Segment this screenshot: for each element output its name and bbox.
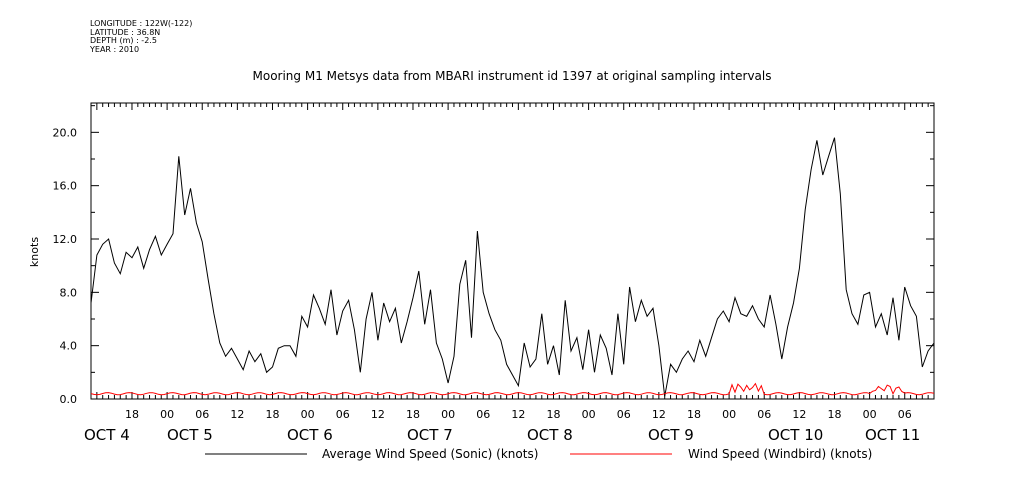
depth-text: DEPTH (m) : -2.5 (90, 36, 157, 46)
series-line-windbird (90, 382, 935, 396)
series-group (90, 137, 935, 397)
x-hour-label: 12 (511, 408, 525, 421)
plot-frame (90, 102, 935, 400)
x-hour-label: 12 (230, 408, 244, 421)
x-day-label: OCT 7 (407, 426, 453, 444)
x-hour-label: 18 (827, 408, 841, 421)
series-line-sonic (90, 137, 935, 397)
y-tick-label: 4.0 (60, 340, 78, 353)
x-hour-label: 12 (792, 408, 806, 421)
x-hour-label: 12 (371, 408, 385, 421)
y-tick-label: 8.0 (60, 286, 78, 299)
x-hour-label: 12 (652, 408, 666, 421)
x-hour-label: 06 (898, 408, 912, 421)
legend-label-sonic: Average Wind Speed (Sonic) (knots) (322, 447, 538, 461)
x-hour-label: 18 (265, 408, 279, 421)
metadata-block: LONGITUDE : 122W(-122) LATITUDE : 36.8N … (90, 19, 193, 54)
y-tick-label: 0.0 (60, 393, 78, 406)
x-hour-label: 18 (406, 408, 420, 421)
x-hour-label: 18 (687, 408, 701, 421)
x-hour-label: 00 (582, 408, 596, 421)
x-hour-label: 00 (863, 408, 877, 421)
y-axis-label: knots (28, 237, 41, 267)
y-axis: 0.0 4.0 8.0 12.0 16.0 20.0 (53, 105, 934, 406)
latitude-text: LATITUDE : 36.8N (90, 27, 161, 37)
x-hour-label: 00 (160, 408, 174, 421)
x-day-label: OCT 4 (84, 426, 130, 444)
x-hour-label: 18 (125, 408, 139, 421)
x-hour-label: 06 (336, 408, 350, 421)
longitude-text: LONGITUDE : 122W(-122) (90, 19, 193, 28)
x-hour-label: 00 (722, 408, 736, 421)
x-hour-label: 00 (301, 408, 315, 421)
x-hour-label: 06 (757, 408, 771, 421)
x-hour-label: 06 (617, 408, 631, 421)
x-axis: 18 00 06 12 18 00 06 12 18 00 06 12 18 00 06 12 18 00 06 12… (84, 103, 935, 444)
chart-title: Mooring M1 Metsys data from MBARI instru… (253, 69, 772, 83)
year-text: YEAR : 2010 (90, 44, 140, 54)
y-tick-label: 20.0 (53, 126, 78, 139)
x-hour-label: 00 (441, 408, 455, 421)
x-day-label: OCT 6 (287, 426, 333, 444)
legend: Average Wind Speed (Sonic) (knots) Wind … (205, 447, 872, 461)
x-day-label: OCT 10 (768, 426, 823, 444)
x-day-label: OCT 9 (648, 426, 694, 444)
y-tick-label: 16.0 (53, 180, 78, 193)
x-hour-label: 18 (546, 408, 560, 421)
x-hour-label: 06 (195, 408, 209, 421)
x-hour-label: 06 (476, 408, 490, 421)
x-day-label: OCT 11 (865, 426, 920, 444)
legend-label-windbird: Wind Speed (Windbird) (knots) (688, 447, 872, 461)
x-day-label: OCT 5 (167, 426, 213, 444)
x-day-label: OCT 8 (527, 426, 573, 444)
y-tick-label: 12.0 (53, 233, 78, 246)
